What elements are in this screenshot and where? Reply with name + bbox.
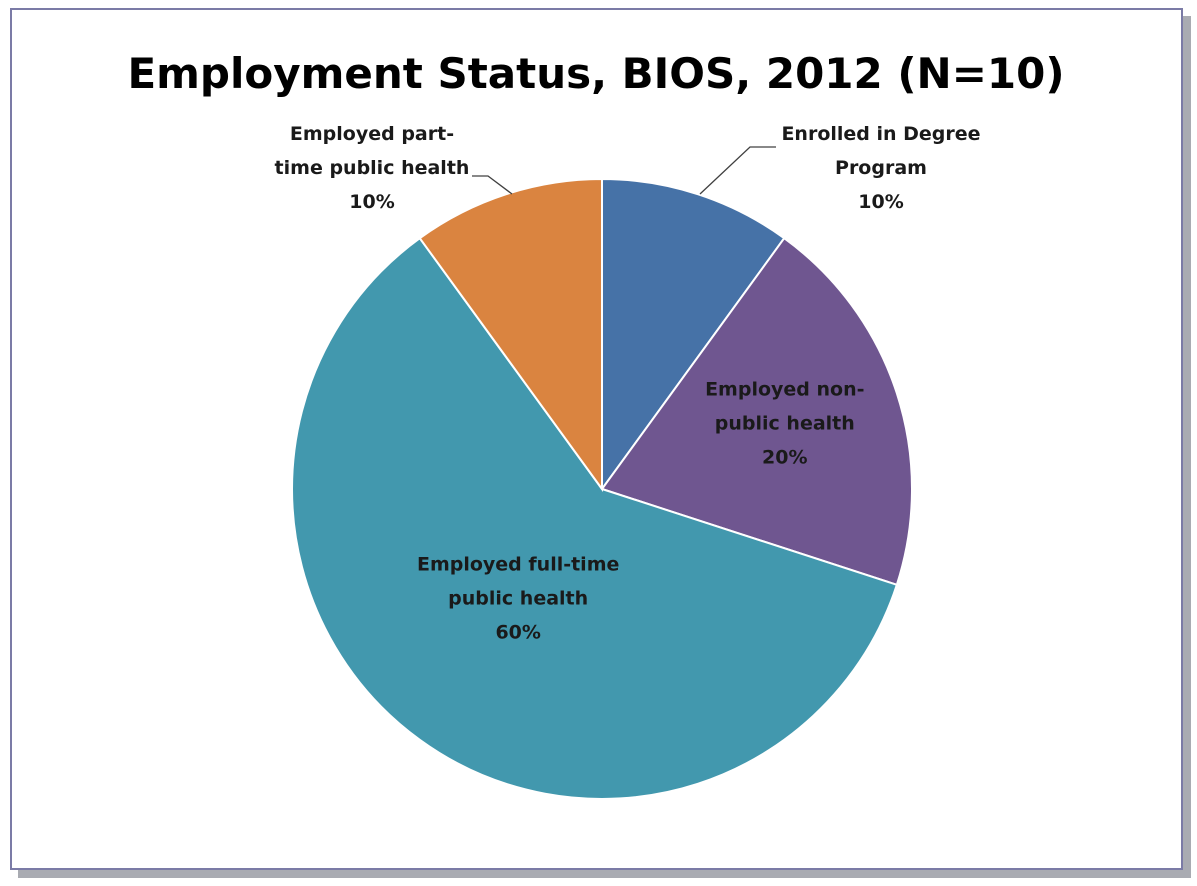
data-label-line: Employed full-time (417, 553, 619, 575)
data-label-fulltime: Employed full-time public health 60% (417, 553, 619, 643)
data-label-line: Employed non- (705, 379, 864, 401)
pie-slice-nonpublic (600, 236, 913, 587)
data-label-line: public health (715, 413, 855, 435)
data-label-percent: 20% (762, 447, 807, 469)
data-label-parttime: Employed part-time public health 10% (275, 123, 470, 213)
pie-slice-parttime (418, 177, 603, 493)
data-label-percent: 10% (858, 191, 903, 213)
data-label-percent: 60% (495, 621, 540, 643)
chart-frame: Employment Status, BIOS, 2012 (N=10) Enr… (10, 8, 1183, 870)
data-label-nonpublic: Employed non-public health 20% (705, 379, 864, 469)
data-label-line: Employed part- (290, 123, 454, 145)
data-label-line: Program (835, 157, 927, 179)
data-label-percent: 10% (349, 191, 394, 213)
slices-layer (291, 177, 913, 800)
leader-line-enrolled (699, 146, 776, 195)
pie-slice-fulltime (291, 236, 899, 800)
chart-title: Employment Status, BIOS, 2012 (N=10) (127, 49, 1064, 98)
leader-lines-layer (472, 146, 776, 195)
leader-line-parttime (472, 175, 513, 195)
data-label-line: public health (448, 587, 588, 609)
data-label-line: Enrolled in Degree (781, 123, 980, 145)
data-labels-layer: Enrolled in Degree Program 10% Employed non… (275, 123, 981, 643)
data-label-enrolled: Enrolled in Degree Program 10% (781, 123, 980, 213)
pie-slice-enrolled (601, 177, 786, 493)
pie-chart: Employment Status, BIOS, 2012 (N=10) Enr… (127, 49, 1065, 800)
data-label-line: time public health (275, 157, 470, 179)
